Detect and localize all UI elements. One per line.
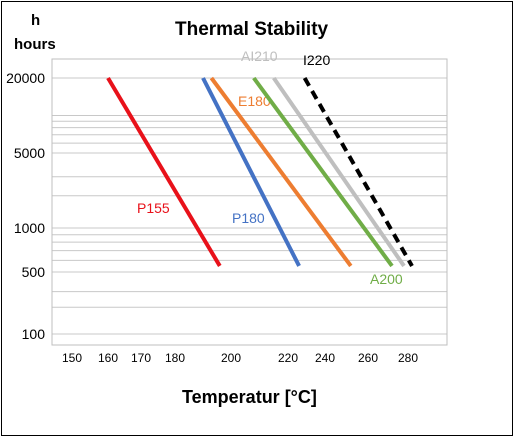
- x-tick-label: 180: [165, 351, 185, 365]
- series-label-p180: P180: [232, 210, 265, 226]
- x-tick-label: 160: [98, 351, 118, 365]
- chart-title: Thermal Stability: [175, 19, 329, 40]
- series-label-e180: E180: [238, 93, 271, 109]
- y-tick-label: 500: [22, 264, 46, 280]
- series-label-a200: A200: [370, 271, 403, 287]
- y-tick-label: 1000: [14, 220, 45, 236]
- y-axis-label: hours: [14, 36, 56, 53]
- x-axis-label: Temperatur [°C]: [182, 387, 317, 407]
- y-axis-symbol: h: [31, 12, 41, 29]
- x-tick-label: 240: [315, 351, 335, 365]
- x-tick-label: 200: [221, 351, 241, 365]
- series-line-a200: [252, 76, 394, 268]
- series-label-p155: P155: [137, 200, 170, 216]
- series-line-i220: [302, 77, 414, 267]
- plot-area: [51, 58, 448, 346]
- y-tick-label: 20000: [6, 70, 45, 86]
- series-line-p180: [201, 77, 301, 267]
- y-tick-label: 5000: [14, 145, 45, 161]
- series-line-e180: [209, 76, 353, 268]
- series-line-p155: [106, 76, 222, 267]
- y-tick-label: 100: [22, 326, 46, 342]
- series-line-ai210: [272, 76, 406, 268]
- series-label-i220: I220: [303, 52, 330, 68]
- x-tick-label: 150: [62, 351, 82, 365]
- x-tick-label: 260: [358, 351, 378, 365]
- series-label-ai210: AI210: [241, 48, 278, 64]
- x-tick-label: 170: [131, 351, 151, 365]
- x-tick-label: 220: [278, 351, 298, 365]
- x-tick-label: 280: [398, 351, 418, 365]
